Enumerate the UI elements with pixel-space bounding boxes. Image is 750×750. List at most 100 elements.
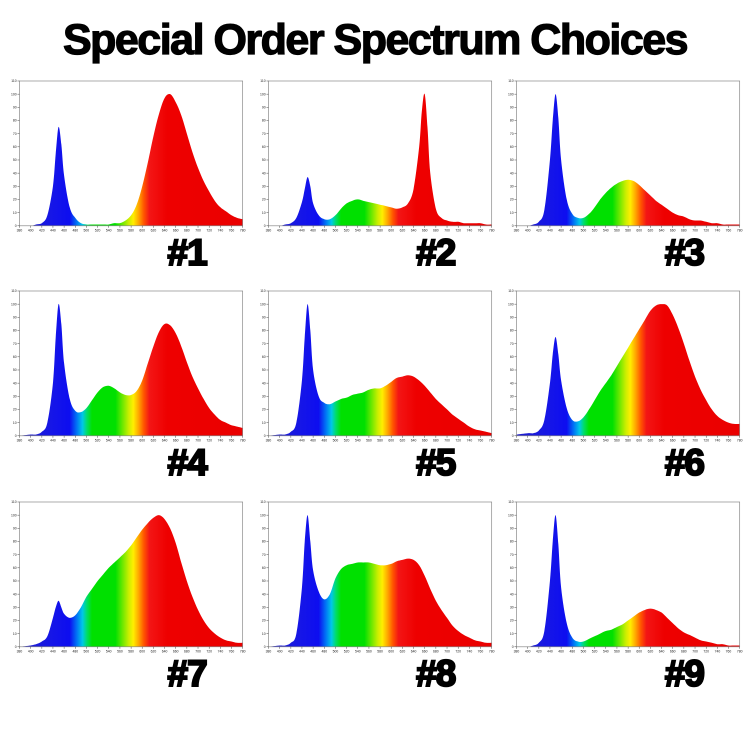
x-tick-label: 680 — [184, 650, 190, 654]
x-tick-label: 740 — [466, 650, 472, 654]
spectrum-chart-6: 0 10 20 30 40 50 60 70 80 90 100 110 380 400 420 440 460… — [508, 290, 743, 443]
x-tick-label: 560 — [366, 229, 372, 233]
x-tick-label: 500 — [581, 650, 587, 654]
x-tick-label: 560 — [117, 439, 123, 443]
y-tick-label: 40 — [262, 171, 266, 175]
x-tick-label: 420 — [288, 229, 294, 233]
x-tick-label: 600 — [139, 650, 145, 654]
x-tick-label: 560 — [366, 439, 372, 443]
spectrum-choice-5: 0 10 20 30 40 50 60 70 80 90 100 110 380 400 420 440 460… — [255, 287, 496, 497]
x-tick-label: 460 — [310, 650, 316, 654]
x-tick-label: 540 — [603, 439, 609, 443]
y-tick-label: 40 — [510, 382, 514, 386]
y-tick-label: 70 — [13, 553, 17, 557]
y-tick-label: 80 — [510, 540, 514, 544]
y-tick-label: 40 — [13, 592, 17, 596]
x-tick-label: 540 — [355, 650, 361, 654]
x-tick-label: 600 — [388, 439, 394, 443]
y-tick-label: 110 — [11, 79, 17, 83]
y-tick-label: 20 — [510, 198, 514, 202]
spectrum-area — [268, 304, 492, 437]
x-tick-label: 780 — [737, 650, 743, 654]
spectrum-chart-3: 0 10 20 30 40 50 60 70 80 90 100 110 380 400 420 440 460… — [508, 79, 743, 233]
y-tick-label: 30 — [510, 185, 514, 189]
x-tick-label: 500 — [84, 650, 90, 654]
x-tick-label: 760 — [726, 439, 732, 443]
y-tick-label: 100 — [260, 92, 266, 96]
x-tick-label: 600 — [388, 650, 394, 654]
x-tick-label: 720 — [206, 229, 212, 233]
x-tick-label: 440 — [547, 650, 553, 654]
y-tick-label: 50 — [510, 579, 514, 583]
y-tick-label: 40 — [13, 171, 17, 175]
x-tick-label: 620 — [151, 650, 157, 654]
x-tick-label: 680 — [184, 229, 190, 233]
x-tick-label: 620 — [399, 229, 405, 233]
x-tick-label: 660 — [670, 229, 676, 233]
x-tick-label: 740 — [218, 229, 224, 233]
y-tick-label: 20 — [262, 619, 266, 623]
spectrum-choice-9: 0 10 20 30 40 50 60 70 80 90 100 110 380 400 420 440 460… — [503, 498, 744, 708]
x-tick-label: 440 — [299, 650, 305, 654]
y-tick-label: 20 — [13, 198, 17, 202]
y-tick-label: 0 — [15, 434, 17, 438]
x-tick-label: 380 — [514, 439, 520, 443]
x-tick-label: 780 — [240, 650, 246, 654]
y-tick-label: 30 — [262, 395, 266, 399]
y-tick-label: 60 — [510, 355, 514, 359]
y-tick-label: 20 — [262, 198, 266, 202]
y-tick-label: 110 — [509, 290, 515, 294]
x-tick-label: 440 — [50, 650, 56, 654]
x-tick-label: 580 — [626, 229, 632, 233]
x-tick-label: 780 — [737, 229, 743, 233]
x-tick-label: 580 — [128, 439, 134, 443]
x-tick-label: 540 — [106, 229, 112, 233]
x-tick-label: 680 — [681, 650, 687, 654]
x-tick-label: 380 — [17, 439, 23, 443]
y-tick-label: 0 — [263, 434, 265, 438]
x-tick-label: 400 — [277, 229, 283, 233]
y-tick-label: 20 — [510, 408, 514, 412]
x-tick-label: 780 — [489, 229, 495, 233]
x-tick-label: 620 — [151, 439, 157, 443]
x-tick-label: 500 — [84, 439, 90, 443]
y-tick-label: 110 — [11, 500, 17, 504]
y-tick-label: 80 — [262, 329, 266, 333]
y-tick-label: 70 — [510, 553, 514, 557]
y-tick-label: 80 — [262, 119, 266, 123]
x-tick-label: 500 — [332, 650, 338, 654]
x-tick-label: 380 — [17, 229, 23, 233]
y-tick-label: 90 — [13, 526, 17, 530]
x-tick-label: 700 — [444, 439, 450, 443]
x-tick-label: 640 — [410, 229, 416, 233]
y-tick-label: 100 — [11, 92, 17, 96]
y-tick-label: 50 — [262, 158, 266, 162]
y-tick-label: 70 — [262, 553, 266, 557]
x-tick-label: 400 — [28, 229, 34, 233]
y-tick-label: 0 — [15, 645, 17, 649]
y-tick-label: 0 — [512, 434, 514, 438]
y-tick-label: 90 — [510, 106, 514, 110]
y-tick-label: 110 — [509, 79, 515, 83]
x-tick-label: 380 — [514, 229, 520, 233]
x-tick-label: 680 — [433, 650, 439, 654]
x-tick-label: 640 — [410, 439, 416, 443]
y-tick-label: 70 — [13, 342, 17, 346]
y-tick-label: 40 — [262, 592, 266, 596]
x-tick-label: 400 — [28, 439, 34, 443]
spectrum-area — [516, 304, 741, 437]
x-tick-label: 460 — [310, 439, 316, 443]
x-tick-label: 620 — [648, 229, 654, 233]
x-tick-label: 680 — [184, 439, 190, 443]
x-tick-label: 760 — [477, 229, 483, 233]
y-tick-label: 60 — [510, 566, 514, 570]
y-tick-label: 100 — [11, 303, 17, 307]
x-tick-label: 780 — [737, 439, 743, 443]
y-tick-label: 50 — [262, 369, 266, 373]
spectrum-choice-8: 0 10 20 30 40 50 60 70 80 90 100 110 380 400 420 440 460… — [255, 498, 496, 708]
y-tick-label: 100 — [260, 513, 266, 517]
x-tick-label: 460 — [559, 650, 565, 654]
x-tick-label: 600 — [139, 439, 145, 443]
y-tick-label: 90 — [510, 526, 514, 530]
y-tick-label: 110 — [509, 500, 515, 504]
